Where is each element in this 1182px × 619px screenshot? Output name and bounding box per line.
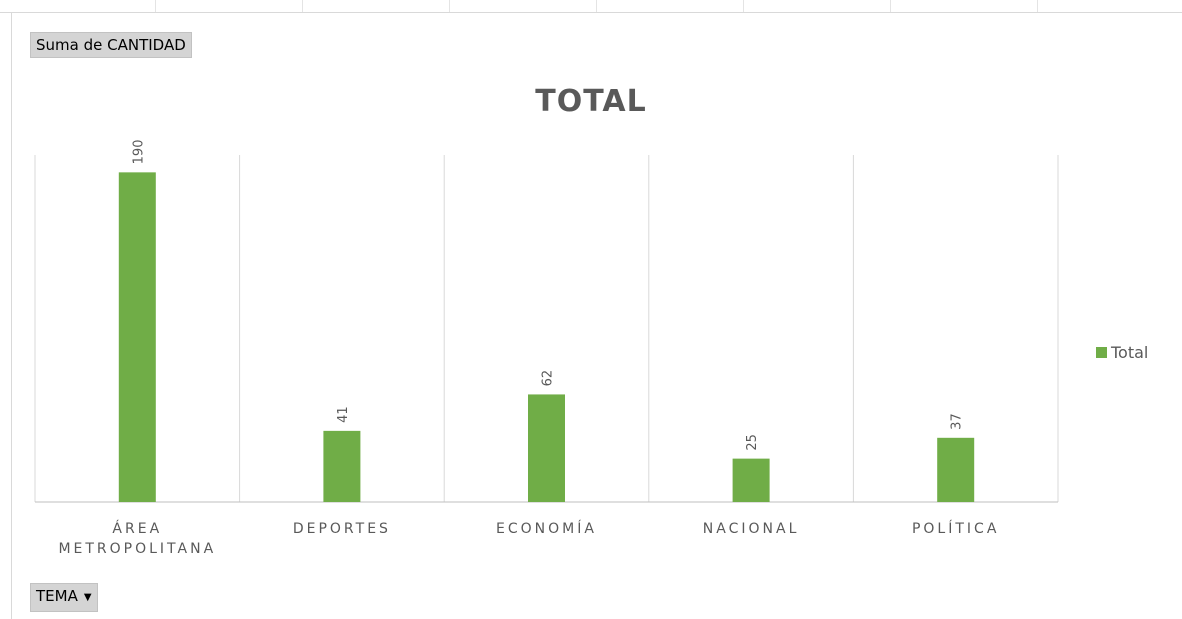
x-tick-label: NACIONAL bbox=[703, 521, 800, 537]
x-tick-label-line: DEPORTES bbox=[293, 521, 391, 537]
x-tick-label: POLÍTICA bbox=[912, 520, 999, 537]
x-tick-label: ECONOMÍA bbox=[496, 520, 597, 537]
x-tick-label-line: METROPOLITANA bbox=[58, 541, 216, 557]
grid-line bbox=[155, 0, 156, 12]
x-tick-label: DEPORTES bbox=[293, 521, 391, 537]
value-field-button[interactable]: Suma de CANTIDAD bbox=[30, 32, 192, 58]
legend-swatch bbox=[1096, 347, 1107, 358]
value-field-label: Suma de CANTIDAD bbox=[36, 36, 186, 54]
grid-line bbox=[890, 0, 891, 12]
axis-field-button[interactable]: TEMA ▼ bbox=[30, 583, 98, 612]
data-label: 37 bbox=[950, 413, 965, 430]
chart-legend: Total bbox=[1096, 343, 1148, 362]
grid-line bbox=[743, 0, 744, 12]
x-tick-label-line: ÁREA bbox=[112, 520, 162, 537]
grid-line bbox=[596, 0, 597, 12]
axis-field-label: TEMA bbox=[36, 587, 78, 605]
x-tick-label-line: ECONOMÍA bbox=[496, 520, 597, 537]
data-label: 62 bbox=[541, 370, 556, 387]
x-tick-label: ÁREA METROPOLITANA bbox=[58, 520, 216, 557]
x-tick-label-line: POLÍTICA bbox=[912, 520, 999, 537]
bar bbox=[937, 437, 975, 502]
data-label: 41 bbox=[336, 406, 351, 423]
legend-label: Total bbox=[1111, 343, 1149, 362]
data-label: 25 bbox=[745, 434, 760, 451]
bar bbox=[118, 172, 156, 502]
bar bbox=[528, 394, 565, 502]
dropdown-arrow-icon: ▼ bbox=[83, 592, 92, 603]
x-tick-label-line: NACIONAL bbox=[703, 521, 800, 537]
bar bbox=[732, 458, 770, 502]
bar bbox=[323, 430, 361, 502]
data-label: 190 bbox=[131, 140, 146, 165]
grid-line bbox=[449, 0, 450, 12]
spreadsheet-header-strip bbox=[0, 0, 1182, 13]
grid-line bbox=[1037, 0, 1038, 12]
grid-line bbox=[302, 0, 303, 12]
chart-title: TOTAL bbox=[535, 84, 647, 119]
sheet-border bbox=[11, 12, 12, 619]
